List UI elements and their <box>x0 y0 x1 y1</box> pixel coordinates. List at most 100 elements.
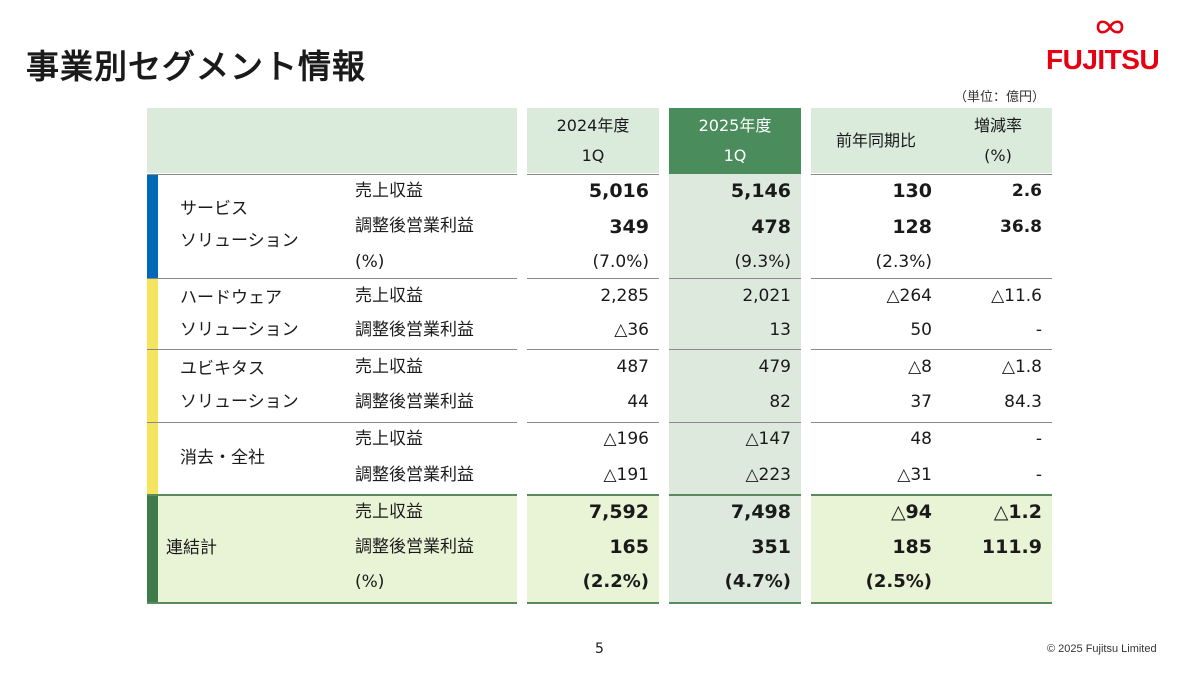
header-rate-label: 増減率 <box>973 116 1022 135</box>
divider <box>147 278 517 279</box>
value-rate: △11.6 <box>991 286 1042 306</box>
value-yoy: 130 <box>892 180 932 202</box>
value-fy2025: 479 <box>758 357 791 377</box>
header-row-bg <box>147 108 517 173</box>
header-fy2025-bg <box>669 108 801 174</box>
total-bar <box>147 496 158 603</box>
value-fy2024: 349 <box>609 216 649 238</box>
fujitsu-logo: FUJITSU <box>1046 20 1166 75</box>
segment-name: ソリューション <box>180 320 299 340</box>
value-rate: 36.8 <box>1000 217 1042 237</box>
value-fy2024: 2,285 <box>600 286 649 306</box>
segment-name: ハードウェア <box>180 288 282 308</box>
divider <box>811 349 1052 350</box>
header-rate-unit: (%) <box>984 146 1012 165</box>
divider <box>147 494 517 496</box>
value-fy2024: △196 <box>603 429 649 449</box>
divider <box>811 278 1052 279</box>
value-fy2024: 165 <box>609 536 649 558</box>
row-label: 調整後営業利益 <box>355 537 474 557</box>
value-fy2024: (7.0%) <box>592 252 649 272</box>
row-label: 売上収益 <box>355 357 423 377</box>
logo-text: FUJITSU <box>1046 44 1160 75</box>
value-fy2025: 351 <box>751 536 791 558</box>
value-yoy: 37 <box>910 392 932 412</box>
row-label: (%) <box>355 252 385 272</box>
value-fy2025: 7,498 <box>730 501 791 523</box>
divider <box>147 602 517 604</box>
elimination-bar <box>147 423 158 495</box>
row-label: 売上収益 <box>355 181 423 201</box>
divider <box>669 494 801 496</box>
value-yoy: 128 <box>892 216 932 238</box>
header-fy2025: 2025年度 1Q <box>669 111 801 171</box>
highlight-column-bg <box>669 174 801 604</box>
value-yoy: △31 <box>897 465 932 485</box>
divider <box>527 494 659 496</box>
header-yoy-bg <box>811 108 1052 173</box>
divider <box>669 602 801 604</box>
value-rate: △1.2 <box>993 501 1042 523</box>
value-fy2025: (4.7%) <box>724 571 791 592</box>
value-fy2025: 478 <box>751 216 791 238</box>
divider <box>147 349 517 350</box>
segment-name: ユビキタス <box>180 359 265 379</box>
page-number: 5 <box>595 641 604 657</box>
row-label: 売上収益 <box>355 502 423 522</box>
value-yoy: △94 <box>890 501 932 523</box>
value-rate: - <box>1035 465 1042 485</box>
value-yoy: 50 <box>910 320 932 340</box>
value-rate: △1.8 <box>1001 357 1042 377</box>
value-fy2025: △147 <box>745 429 791 449</box>
row-label: 売上収益 <box>355 286 423 306</box>
value-yoy: (2.3%) <box>875 252 932 272</box>
copyright: © 2025 Fujitsu Limited <box>1047 643 1157 655</box>
value-fy2025: 13 <box>769 320 791 340</box>
value-fy2024: △191 <box>603 465 649 485</box>
header-fy2025-year: 2025年度 <box>698 116 772 135</box>
total-bg-left <box>158 496 517 603</box>
header-fy2024-quarter: 1Q <box>581 146 605 165</box>
value-rate: - <box>1035 429 1042 449</box>
divider <box>811 422 1052 423</box>
value-fy2024: 487 <box>616 357 649 377</box>
divider <box>811 602 1052 604</box>
header-fy2025-quarter: 1Q <box>723 146 747 165</box>
value-fy2025: 5,146 <box>730 180 791 202</box>
header-rate: 増減率 (%) <box>943 111 1053 171</box>
value-yoy: (2.5%) <box>865 571 932 592</box>
segment-name: ソリューション <box>180 231 299 251</box>
value-fy2024: (2.2%) <box>582 571 649 592</box>
row-label: 売上収益 <box>355 429 423 449</box>
row-label: (%) <box>355 572 385 592</box>
ubiquitous-bar <box>147 350 158 422</box>
divider <box>147 174 517 175</box>
value-rate: - <box>1035 320 1042 340</box>
service-bar <box>147 174 158 278</box>
divider <box>669 422 801 423</box>
row-label: 調整後営業利益 <box>355 392 474 412</box>
value-fy2025: 82 <box>769 392 791 412</box>
value-fy2025: 2,021 <box>742 286 791 306</box>
row-label: 調整後営業利益 <box>355 320 474 340</box>
total-bg-fy2024 <box>527 496 659 603</box>
divider <box>811 174 1052 175</box>
value-yoy: 48 <box>910 429 932 449</box>
header-yoy: 前年同期比 <box>835 131 916 150</box>
value-rate: 111.9 <box>981 536 1042 558</box>
value-fy2024: 7,592 <box>588 501 649 523</box>
segment-name: ソリューション <box>180 392 299 412</box>
value-yoy: 185 <box>892 536 932 558</box>
total-bg-yoy <box>811 496 1052 603</box>
value-fy2024: △36 <box>614 320 649 340</box>
value-rate: 84.3 <box>1004 392 1042 412</box>
value-fy2025: △223 <box>745 465 791 485</box>
divider <box>527 278 659 279</box>
row-label: 調整後営業利益 <box>355 216 474 236</box>
divider <box>669 349 801 350</box>
header-fy2024-year: 2024年度 <box>556 116 630 135</box>
page-title: 事業別セグメント情報 <box>26 47 366 86</box>
divider <box>669 278 801 279</box>
header-fy2024: 2024年度 1Q <box>527 111 659 171</box>
divider <box>527 349 659 350</box>
